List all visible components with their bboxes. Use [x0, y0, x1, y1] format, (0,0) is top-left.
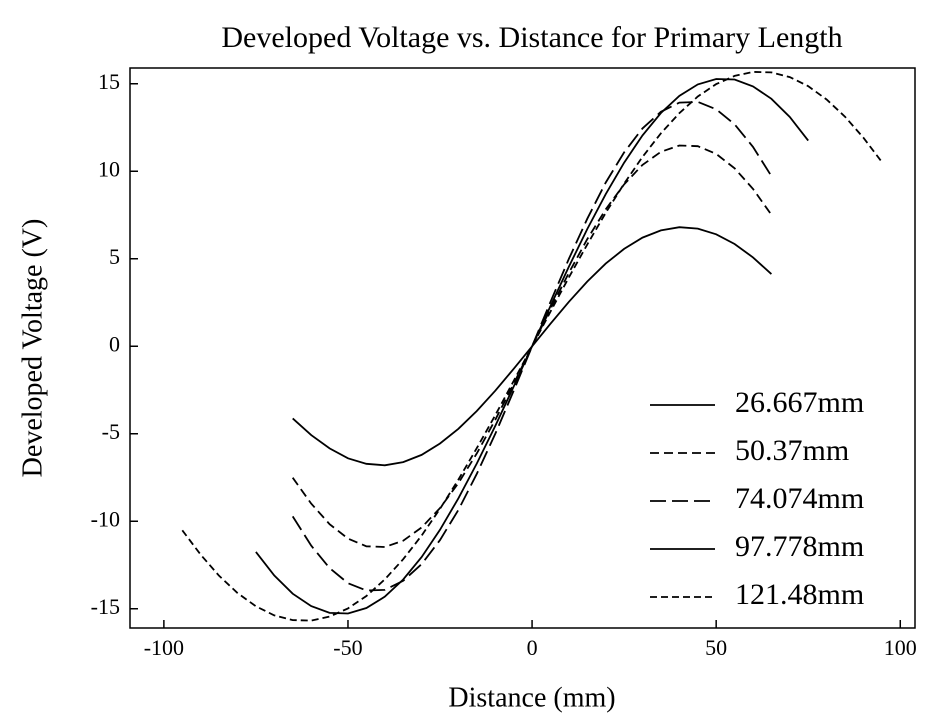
legend-label: 121.48mm	[735, 578, 864, 611]
y-tick-label: 10	[98, 156, 120, 181]
legend-label: 97.778mm	[735, 530, 864, 563]
x-tick-label: 0	[527, 635, 538, 660]
legend-label: 26.667mm	[735, 386, 864, 419]
plot-frame	[129, 67, 916, 629]
y-tick-label: 5	[109, 244, 120, 269]
y-tick-label: 0	[109, 331, 120, 356]
series-line	[255, 78, 809, 615]
y-axis-label: Developed Voltage (V)	[17, 219, 48, 478]
y-tick-label: -15	[91, 594, 120, 619]
y-tick-label: -5	[102, 419, 120, 444]
legend-label: 50.37mm	[735, 434, 849, 467]
series-line	[291, 144, 773, 548]
chart-title: Developed Voltage vs. Distance for Prima…	[221, 21, 842, 54]
x-axis-label: Distance (mm)	[448, 682, 615, 713]
y-tick-label: -10	[91, 506, 120, 531]
x-tick-label: 100	[884, 635, 917, 660]
x-tick-label: -100	[144, 635, 184, 660]
x-tick-label: -50	[333, 635, 362, 660]
x-tick-label: 50	[705, 635, 727, 660]
legend-label: 74.074mm	[735, 482, 864, 515]
y-tick-label: 15	[98, 69, 120, 94]
